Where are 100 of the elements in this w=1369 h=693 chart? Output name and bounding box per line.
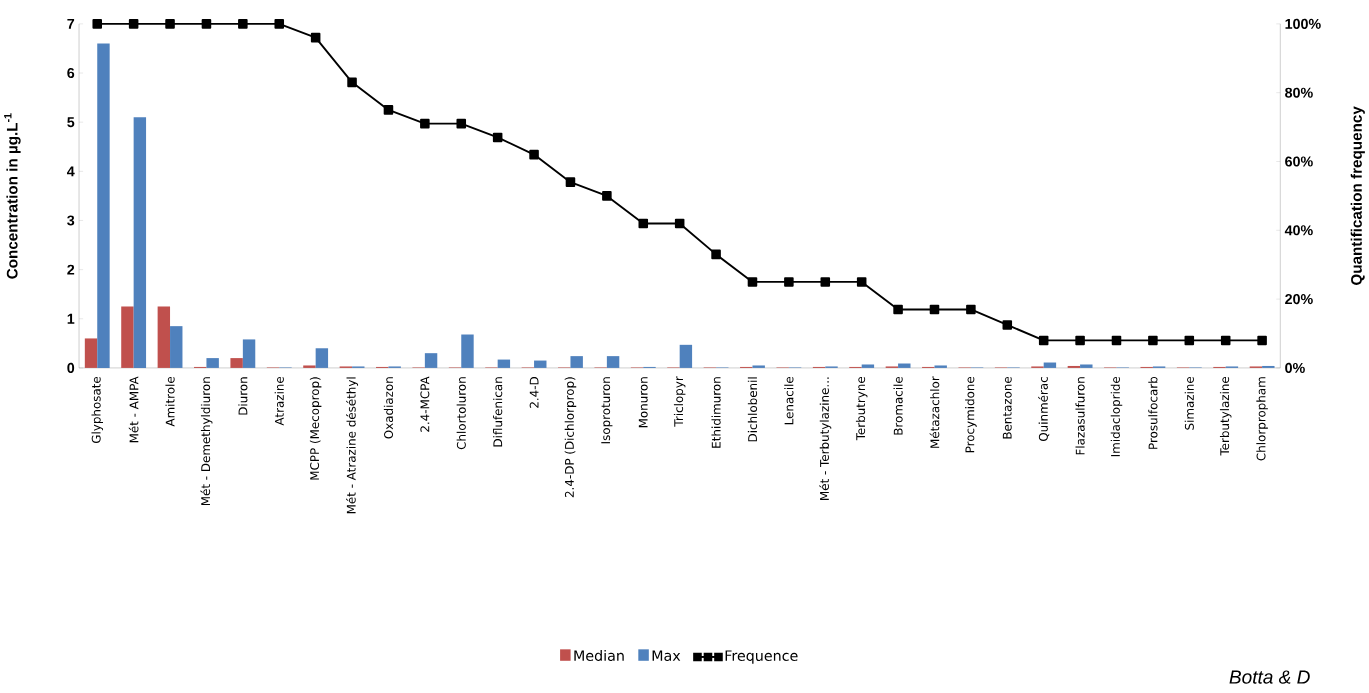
point: [1111, 335, 1122, 346]
point: [128, 19, 139, 29]
x-tick-label: Bentazone: [1002, 376, 1012, 439]
x-tick-label: 2.4-D: [529, 377, 539, 408]
x-tick-label: Lenacile: [784, 376, 794, 425]
y-tick-label: 2: [67, 264, 75, 275]
point: [602, 191, 612, 201]
x-tick-label: Prosulfocarb: [1148, 377, 1158, 449]
x-tick-label: Triclopyr: [673, 376, 686, 427]
point: [1002, 320, 1013, 330]
point: [420, 118, 430, 129]
point: [310, 32, 321, 43]
x-tick-label: Chlortoluron: [456, 377, 466, 450]
y-tick-label: 6: [67, 68, 75, 79]
bar: [230, 358, 243, 368]
point: [347, 77, 357, 88]
x-tick-label: Procymidone: [965, 376, 977, 453]
bar: [1080, 364, 1093, 368]
bar: [534, 360, 547, 368]
point: [856, 277, 867, 287]
y-tick-label: 3: [67, 215, 75, 226]
x-tick-label: Bromacile: [893, 376, 903, 435]
point: [456, 118, 467, 129]
bar: [461, 334, 474, 368]
x-tick-label: Diuron: [238, 377, 248, 415]
y-tick-label: 0: [67, 362, 75, 374]
bar: [898, 363, 911, 368]
y2-axis-title: Quantification frequency: [1350, 106, 1365, 286]
point: [1220, 335, 1231, 346]
bar: [206, 358, 219, 368]
point: [238, 19, 248, 29]
bar: [861, 364, 875, 368]
y2-tick-label: 40%: [1284, 225, 1313, 236]
point: [1075, 335, 1085, 346]
bar: [97, 43, 110, 368]
bar: [606, 356, 620, 368]
point: [383, 105, 394, 115]
x-tick-label: Mét - Atrazine déséthyl: [346, 377, 359, 514]
x-tick-label: Dichlobenil: [747, 377, 758, 442]
point: [565, 177, 576, 187]
x-tick-label: Imidaclopride: [1110, 376, 1123, 457]
bar: [170, 326, 183, 368]
bar: [121, 306, 134, 368]
x-tick-label: Atrazine: [274, 376, 284, 426]
x-tick-label: Oxadiazon: [383, 377, 394, 439]
bar: [157, 306, 171, 368]
point: [784, 277, 794, 287]
x-tick-label: Flazasulfuron: [1075, 377, 1085, 455]
y2-tick-label: 80%: [1285, 87, 1313, 98]
bar: [679, 344, 693, 368]
x-tick-label: Chlorpropham: [1256, 377, 1268, 461]
point: [747, 277, 758, 287]
x-tick-label: Monuron: [638, 377, 648, 428]
x-tick-label: Diflufenican: [493, 377, 503, 447]
x-tick-label: 2.4-MCPA: [420, 376, 430, 432]
x-tick-label: Terbutryne: [855, 376, 868, 441]
y-axis-title: Concentration in µg.L$^{-1}$: [4, 113, 21, 279]
y2-tick-label: 60%: [1285, 156, 1313, 167]
bar: [934, 365, 947, 368]
bar: [315, 348, 329, 368]
point: [92, 19, 103, 29]
y-tick-label: 1: [67, 313, 75, 324]
x-tick-label: Simazine: [1184, 376, 1194, 430]
x-tick-label: MCPP (Mecoprop): [309, 377, 322, 480]
legend-label: Median: [574, 650, 624, 662]
bar: [497, 359, 511, 368]
bar: [84, 338, 98, 368]
point: [674, 218, 685, 229]
point: [1148, 335, 1158, 346]
text: Botta & D: [1229, 670, 1310, 684]
y-tick-label: 5: [67, 117, 75, 128]
x-tick-label: Glyphosate: [91, 376, 103, 444]
bar: [1043, 362, 1057, 368]
bar: [570, 356, 583, 368]
legend-label: Frequence: [725, 650, 798, 664]
point: [165, 19, 175, 29]
point: [492, 132, 503, 143]
y-tick-label: 7: [67, 19, 75, 29]
x-tick-label: Amitrole: [165, 377, 175, 427]
x-tick-label: Métazachlor: [929, 376, 940, 448]
point: [1184, 335, 1195, 346]
x-tick-label: 2.4-DP (Dichlorprop): [564, 377, 577, 498]
x-tick-label: Ethidimuron: [711, 377, 721, 448]
point: [929, 304, 940, 315]
point: [1257, 335, 1267, 346]
point: [893, 304, 903, 315]
y2-tick-label: 100%: [1285, 18, 1321, 29]
point: [820, 277, 831, 287]
point: [1038, 335, 1049, 346]
bar: [424, 353, 438, 368]
x-tick-label: Quinmérac: [1038, 377, 1050, 442]
point: [529, 149, 539, 160]
x-tick-label: Mét - AMPA: [128, 376, 139, 443]
x-tick-label: Isoproturon: [601, 377, 613, 444]
y-tick-label: 4: [66, 166, 75, 177]
point: [274, 19, 285, 29]
legend-label: Max: [652, 650, 681, 662]
x-tick-label: Mét - Terbutylazine...: [819, 377, 832, 500]
point: [638, 218, 649, 229]
x-tick-label: Terbutylazine: [1219, 376, 1232, 456]
